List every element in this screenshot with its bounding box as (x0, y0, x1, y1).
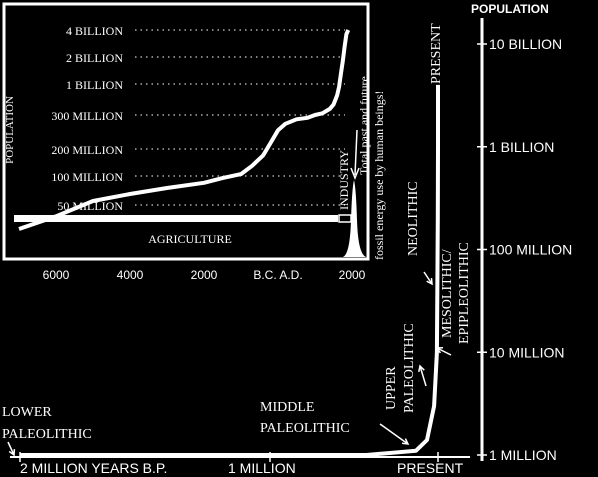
fossil-arrowhead (350, 167, 360, 181)
inset-x-tick-label: B.C. A.D. (253, 268, 302, 282)
stage-label: PALEOLITHIC (2, 427, 92, 442)
fossil-energy-spike (343, 180, 366, 257)
stage-arrowhead (8, 448, 16, 457)
agriculture-bar (14, 215, 338, 222)
stage-label: UPPER (384, 366, 399, 410)
main-y-tick-label: 10 BILLION (489, 36, 562, 52)
stage-arrow (436, 347, 452, 356)
stage-arrowhead (426, 277, 433, 286)
main-x-tick-label: PRESENT (397, 460, 464, 476)
stage-label: PALEOLITHIC (402, 323, 417, 413)
fossil-arrow (354, 129, 358, 176)
inset-y-tick-label: 4 BILLION (66, 24, 123, 38)
stage-arrow (423, 271, 433, 285)
main-y-tick-label: 100 MILLION (489, 242, 572, 258)
main-x-ticks: 2 MILLION YEARS B.P. 1 MILLION PRESENT (19, 452, 464, 476)
stage-arrowhead (435, 347, 444, 354)
main-population-curve (20, 84, 440, 457)
stage-arrow (419, 365, 427, 387)
stage-label: MIDDLE (260, 400, 314, 415)
inset-y-tick-label: 2 BILLION (66, 51, 123, 65)
main-y-axis-label: POPULATION (471, 2, 549, 16)
main-x-tick-label: 1 MILLION (228, 460, 296, 476)
main-y-ticks: 10 BILLION 1 BILLION 100 MILLION 10 MILLION… (477, 36, 572, 463)
stage-label: PRESENT (429, 23, 444, 84)
stage-arrowhead (418, 364, 425, 373)
inset-population-curve (18, 29, 351, 231)
industry-label: INDUSTRY (337, 150, 351, 210)
inset-x-tick-label: 2000 (339, 268, 366, 282)
inset-y-tick-label: 200 MILLION (51, 143, 123, 157)
inset-y-tick-label: 300 MILLION (51, 109, 123, 123)
stage-arrows (7, 271, 452, 457)
main-y-tick-label: 10 MILLION (489, 344, 564, 360)
fossil-label-line1: Total past and future (357, 76, 371, 175)
stage-label: EPIPLEOLITHIC (457, 242, 472, 344)
stage-arrow (7, 441, 15, 456)
main-y-tick-label: 1 BILLION (489, 139, 554, 155)
stage-label: NEOLITHIC (406, 181, 421, 256)
inset-x-tick-label: 6000 (43, 268, 70, 282)
main-y-tick-label: 1 MILLION (489, 447, 557, 463)
inset-x-tick-label: 2000 (191, 268, 218, 282)
industry-bar (338, 214, 352, 223)
inset-x-tick-label: 4000 (117, 268, 144, 282)
inset-y-tick-label: 100 MILLION (51, 170, 123, 184)
stage-label: PALEOLITHIC (260, 421, 350, 436)
stage-arrowhead (401, 438, 410, 445)
main-x-tick-label: 2 MILLION YEARS B.P. (20, 460, 167, 476)
stage-label: LOWER (2, 405, 52, 420)
stage-arrow (379, 423, 409, 445)
agriculture-label: AGRICULTURE (148, 232, 232, 246)
inset-y-axis-label: POPULATION (4, 96, 16, 164)
inset-x-ticks: 6000 4000 2000 B.C. A.D. 2000 (43, 268, 366, 282)
inset-y-tick-label: 1 BILLION (66, 78, 123, 92)
fossil-label-line2: fossil energy use by human beings! (372, 91, 386, 260)
stage-label: MESOLITHIC/ (440, 249, 455, 338)
